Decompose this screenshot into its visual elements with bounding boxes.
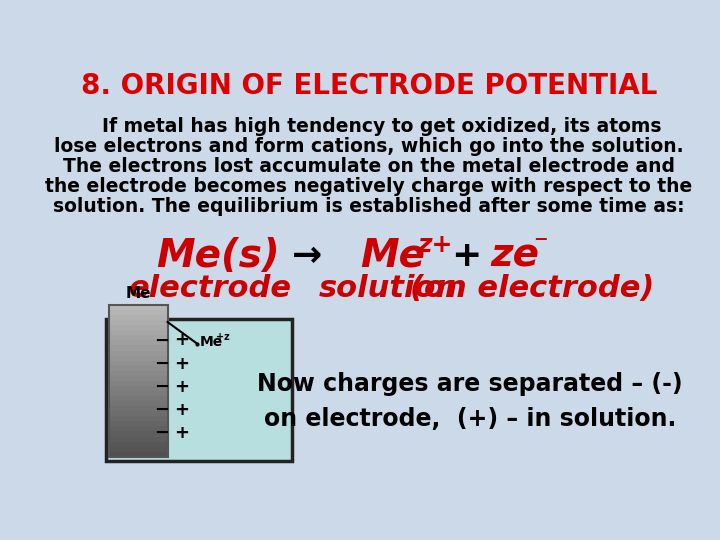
Bar: [109, 305, 168, 457]
Bar: [109, 442, 168, 447]
Bar: [109, 366, 168, 371]
Text: Me(s): Me(s): [156, 237, 279, 275]
Bar: [109, 416, 168, 422]
Text: ze: ze: [490, 237, 539, 275]
Text: If metal has high tendency to get oxidized, its atoms: If metal has high tendency to get oxidiz…: [76, 117, 662, 136]
Bar: [109, 431, 168, 437]
Text: solution: solution: [319, 274, 458, 302]
Text: ⁻: ⁻: [534, 231, 548, 259]
Bar: [109, 401, 168, 407]
Text: The electrons lost accumulate on the metal electrode and: The electrons lost accumulate on the met…: [63, 157, 675, 176]
Text: +: +: [174, 424, 189, 442]
Text: −: −: [154, 401, 169, 418]
Text: +: +: [451, 239, 481, 273]
Bar: [109, 376, 168, 381]
Bar: [109, 335, 168, 341]
Text: +: +: [174, 401, 189, 418]
Bar: [109, 406, 168, 411]
Bar: [109, 386, 168, 391]
Text: (on electrode): (on electrode): [410, 274, 654, 302]
Text: +z: +z: [216, 333, 230, 342]
Bar: [109, 320, 168, 326]
Text: −: −: [154, 424, 169, 442]
Bar: [109, 391, 168, 396]
Text: z+: z+: [417, 233, 453, 257]
Bar: [109, 436, 168, 442]
Bar: [109, 447, 168, 452]
Bar: [109, 350, 168, 356]
Text: −: −: [154, 355, 169, 373]
Text: solution. The equilibrium is established after some time as:: solution. The equilibrium is established…: [53, 197, 685, 216]
Text: −: −: [154, 377, 169, 396]
Text: lose electrons and form cations, which go into the solution.: lose electrons and form cations, which g…: [54, 137, 684, 156]
Bar: [109, 305, 168, 310]
Text: Me: Me: [200, 335, 223, 349]
Text: →: →: [292, 239, 322, 273]
Bar: [109, 427, 168, 432]
Text: Me: Me: [360, 237, 425, 275]
Bar: [109, 356, 168, 361]
Bar: [109, 421, 168, 427]
Bar: [109, 381, 168, 386]
Text: the electrode becomes negatively charge with respect to the: the electrode becomes negatively charge …: [45, 177, 693, 196]
Text: 8. ORIGIN OF ELECTRODE POTENTIAL: 8. ORIGIN OF ELECTRODE POTENTIAL: [81, 72, 657, 100]
Bar: [109, 340, 168, 346]
Text: on electrode,  (+) – in solution.: on electrode, (+) – in solution.: [264, 407, 676, 431]
Text: +: +: [174, 355, 189, 373]
Bar: [109, 361, 168, 366]
Bar: [109, 371, 168, 376]
Text: electrode: electrode: [129, 274, 292, 302]
Text: Me: Me: [126, 286, 151, 301]
Bar: [106, 319, 292, 461]
Bar: [109, 451, 168, 457]
Bar: [109, 310, 168, 315]
Text: −: −: [154, 332, 169, 349]
Bar: [109, 325, 168, 330]
Text: +: +: [174, 332, 189, 349]
Text: Now charges are separated – (-): Now charges are separated – (-): [257, 373, 683, 396]
Bar: [109, 315, 168, 321]
Bar: [109, 411, 168, 417]
Text: +: +: [174, 377, 189, 396]
Bar: [109, 396, 168, 402]
Bar: [109, 346, 168, 351]
Bar: [109, 330, 168, 336]
